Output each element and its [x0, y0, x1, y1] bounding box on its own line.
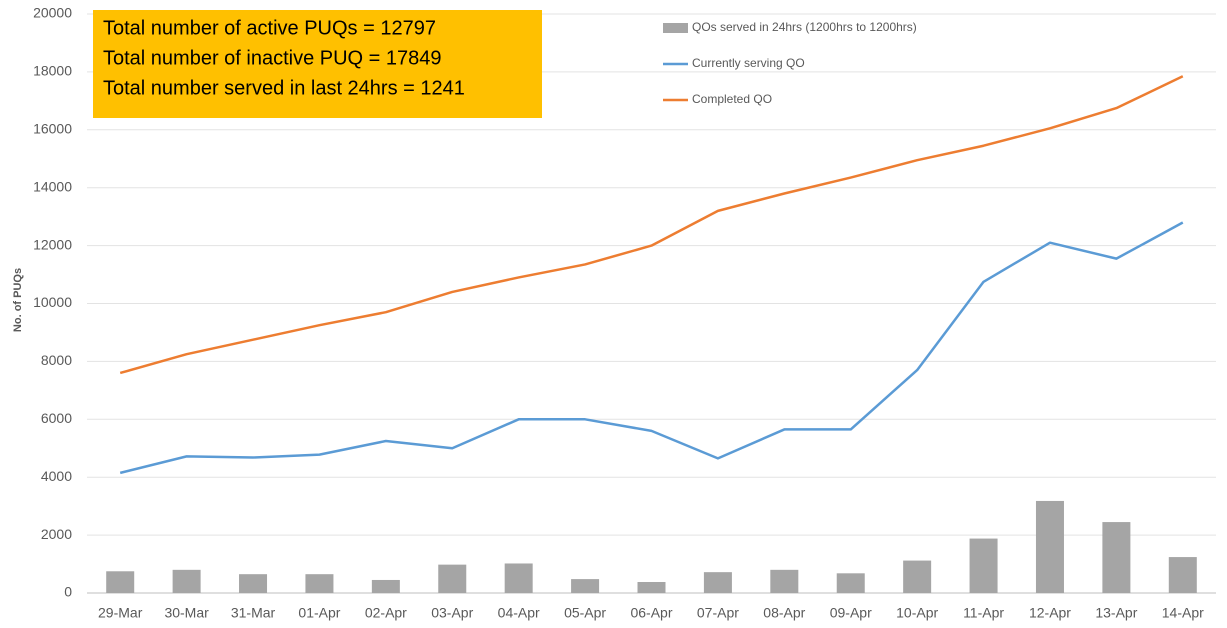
bar — [438, 564, 467, 593]
x-tick-label: 07-Apr — [697, 605, 739, 621]
y-tick-label: 14000 — [33, 178, 72, 194]
x-tick-label: 11-Apr — [963, 605, 1004, 621]
y-tick-label: 2000 — [41, 526, 72, 542]
x-tick-label: 14-Apr — [1162, 605, 1204, 621]
x-tick-label: 01-Apr — [298, 605, 340, 621]
y-tick-label: 16000 — [33, 121, 72, 137]
legend-swatch — [663, 23, 688, 33]
bar — [770, 569, 799, 593]
legend-label: Currently serving QO — [692, 56, 805, 70]
y-tick-label: 6000 — [41, 410, 72, 426]
bar — [106, 571, 135, 593]
annotation-box — [93, 10, 542, 118]
bar — [571, 579, 600, 593]
legend-label: QOs served in 24hrs (1200hrs to 1200hrs) — [692, 20, 917, 34]
bar — [836, 573, 865, 593]
x-tick-label: 06-Apr — [630, 605, 672, 621]
bar — [1102, 522, 1131, 593]
x-tick-label: 08-Apr — [763, 605, 805, 621]
y-tick-label: 10000 — [33, 294, 72, 310]
bar — [172, 569, 201, 593]
legend-label: Completed QO — [692, 92, 772, 106]
bar — [1168, 557, 1197, 593]
line — [119, 75, 1184, 375]
x-tick-label: 30-Mar — [164, 605, 209, 621]
x-tick-label: 29-Mar — [98, 605, 143, 621]
x-tick-label: 10-Apr — [896, 605, 938, 621]
y-tick-label: 12000 — [33, 236, 72, 252]
x-tick-label: 02-Apr — [365, 605, 407, 621]
bar — [305, 574, 334, 593]
x-tick-label: 03-Apr — [431, 605, 473, 621]
bar — [504, 563, 533, 593]
y-axis-label: No. of PUQs — [12, 268, 24, 332]
x-tick-label: 12-Apr — [1029, 605, 1071, 621]
x-tick-label: 09-Apr — [830, 605, 872, 621]
bar — [703, 572, 732, 593]
x-tick-label: 31-Mar — [231, 605, 276, 621]
y-tick-label: 18000 — [33, 63, 72, 79]
x-tick-label: 13-Apr — [1095, 605, 1137, 621]
y-tick-label: 4000 — [41, 468, 72, 484]
bar — [637, 581, 666, 593]
bar — [1035, 500, 1064, 593]
y-tick-label: 20000 — [33, 5, 72, 21]
bar — [969, 538, 998, 593]
annotation-text: Total number served in last 24hrs = 1241 — [103, 77, 465, 99]
bar — [903, 560, 932, 593]
y-tick-label: 8000 — [41, 352, 72, 368]
y-tick-label: 0 — [64, 584, 72, 600]
annotation-text: Total number of active PUQs = 12797 — [103, 17, 436, 39]
line — [119, 221, 1184, 475]
x-tick-label: 05-Apr — [564, 605, 606, 621]
x-tick-label: 04-Apr — [498, 605, 540, 621]
bar — [239, 574, 268, 593]
bar — [371, 579, 400, 593]
annotation-text: Total number of inactive PUQ = 17849 — [103, 47, 442, 69]
